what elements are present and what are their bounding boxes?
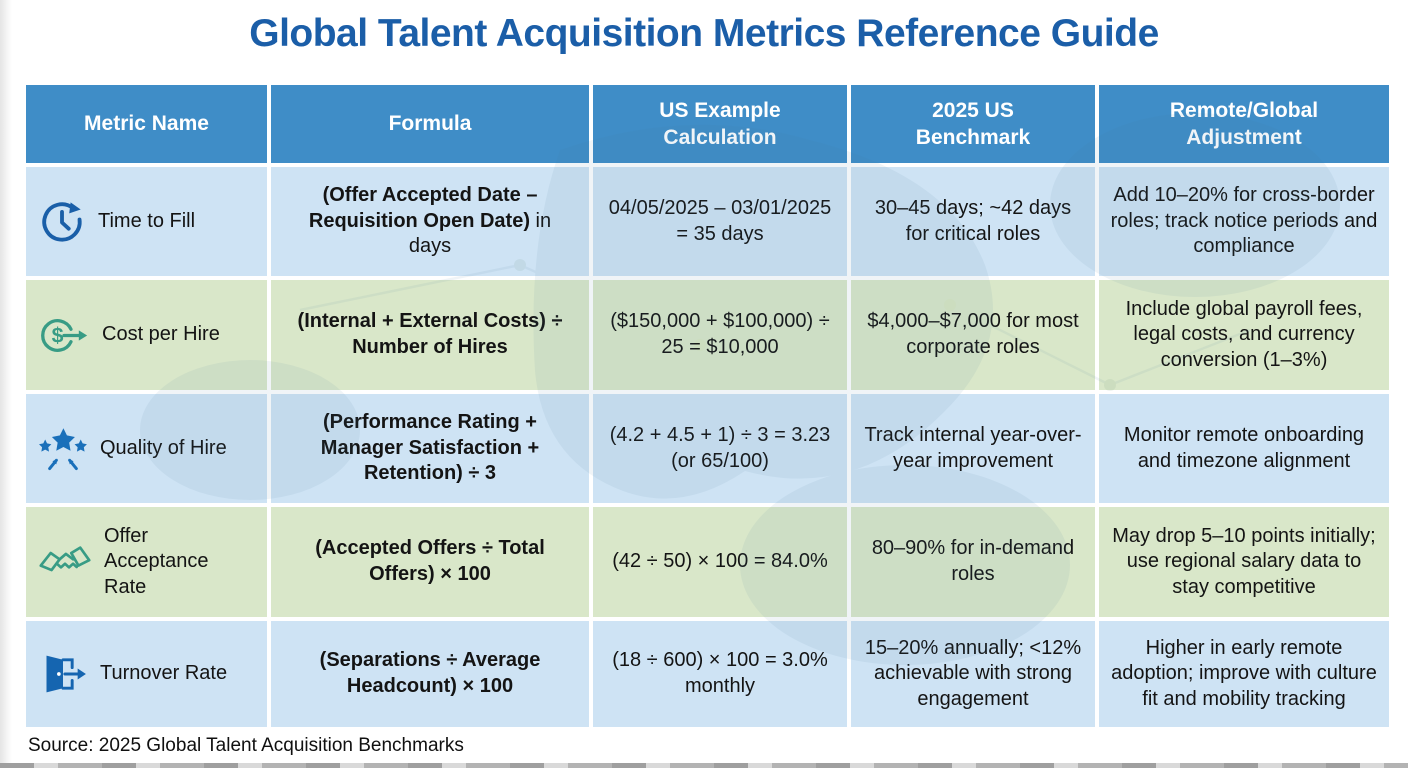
metric-cell: Offer Acceptance Rate (26, 507, 267, 617)
metric-cell: Time to Fill (26, 167, 267, 276)
adjustment-cell: Add 10–20% for cross-border roles; track… (1099, 167, 1389, 276)
metric-cell: $ Cost per Hire (26, 280, 267, 390)
adjustment-cell: Include global payroll fees, legal costs… (1099, 280, 1389, 390)
header-adjustment: Remote/Global Adjustment (1099, 85, 1389, 163)
benchmark-cell: 15–20% annually; <12% achievable with st… (851, 621, 1095, 727)
benchmark-cell: $4,000–$7,000 for most corporate roles (851, 280, 1095, 390)
example-cell: 04/05/2025 – 03/01/2025 = 35 days (593, 167, 847, 276)
page-title: Global Talent Acquisition Metrics Refere… (249, 12, 1159, 55)
header-us-example: US Example Calculation (593, 85, 847, 163)
bottom-edge-strip (0, 763, 1408, 768)
source-note: Source: 2025 Global Talent Acquisition B… (28, 735, 464, 756)
header-metric-name: Metric Name (26, 85, 267, 163)
metric-cell: Turnover Rate (26, 621, 267, 727)
example-cell: ($150,000 + $100,000) ÷ 25 = $10,000 (593, 280, 847, 390)
metrics-table: Metric Name Formula US Example Calculati… (26, 85, 1389, 727)
metric-label: Cost per Hire (102, 323, 220, 346)
benchmark-cell: Track internal year-over-year improvemen… (851, 394, 1095, 503)
page-edge-shade (0, 0, 12, 768)
adjustment-cell: May drop 5–10 points initially; use regi… (1099, 507, 1389, 617)
metric-label: Time to Fill (98, 209, 196, 232)
adjustment-cell: Higher in early remote adoption; improve… (1099, 621, 1389, 727)
formula-cell: (Offer Accepted Date – Requisition Open … (271, 167, 589, 276)
metric-label: Offer Acceptance Rate (104, 524, 209, 598)
svg-text:$: $ (52, 323, 64, 347)
formula-cell: (Performance Rating + Manager Satisfacti… (271, 394, 589, 503)
stars-icon (39, 427, 87, 471)
benchmark-cell: 30–45 days; ~42 days for critical roles (851, 167, 1095, 276)
clock-history-icon (39, 199, 85, 245)
header-benchmark: 2025 US Benchmark (851, 85, 1095, 163)
example-cell: (42 ÷ 50) × 100 = 84.0% (593, 507, 847, 617)
example-cell: (18 ÷ 600) × 100 = 3.0% monthly (593, 621, 847, 727)
header-formula: Formula (271, 85, 589, 163)
adjustment-cell: Monitor remote onboarding and timezone a… (1099, 394, 1389, 503)
formula-cell: (Separations ÷ Average Headcount) × 100 (271, 621, 589, 727)
example-cell: (4.2 + 4.5 + 1) ÷ 3 = 3.23 (or 65/100) (593, 394, 847, 503)
formula-cell: (Internal + External Costs) ÷ Number of … (271, 280, 589, 390)
handshake-icon (39, 542, 91, 582)
metric-cell: Quality of Hire (26, 394, 267, 503)
metric-label: Turnover Rate (100, 662, 228, 685)
metric-label: Quality of Hire (100, 436, 227, 459)
door-exit-icon (39, 652, 87, 696)
formula-cell: (Accepted Offers ÷ Total Offers) × 100 (271, 507, 589, 617)
dollar-circle-arrow-icon: $ (39, 314, 89, 357)
benchmark-cell: 80–90% for in-demand roles (851, 507, 1095, 617)
